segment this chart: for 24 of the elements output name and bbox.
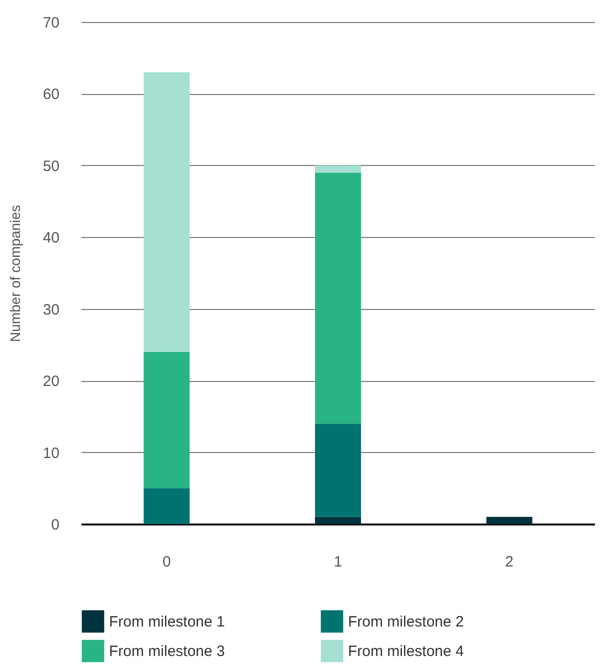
x-tick-label: 2 <box>505 554 514 570</box>
y-tick-label: 60 <box>42 86 60 104</box>
x-tick-label: 0 <box>162 554 171 570</box>
legend-label: From milestone 4 <box>348 643 464 660</box>
y-tick-label: 70 <box>42 14 60 32</box>
y-tick-label: 0 <box>51 516 60 534</box>
bar <box>486 516 532 524</box>
y-tick-label: 50 <box>42 158 60 175</box>
bar <box>144 488 190 524</box>
y-tick-label: 10 <box>42 444 60 462</box>
y-tick-label: 20 <box>42 373 60 390</box>
legend-label: From milestone 2 <box>348 613 464 630</box>
bar <box>315 424 361 517</box>
bar <box>315 172 361 424</box>
bar <box>144 72 190 352</box>
legend-label: From milestone 1 <box>109 613 225 630</box>
y-tick-label: 30 <box>42 301 60 318</box>
bar <box>144 352 190 488</box>
bar <box>315 516 361 524</box>
bar <box>315 165 361 173</box>
y-axis-title: Number of companies <box>6 205 23 342</box>
y-tick-label: 40 <box>42 230 60 247</box>
legend-label: From milestone 3 <box>109 643 225 660</box>
x-tick-label: 1 <box>334 554 342 570</box>
